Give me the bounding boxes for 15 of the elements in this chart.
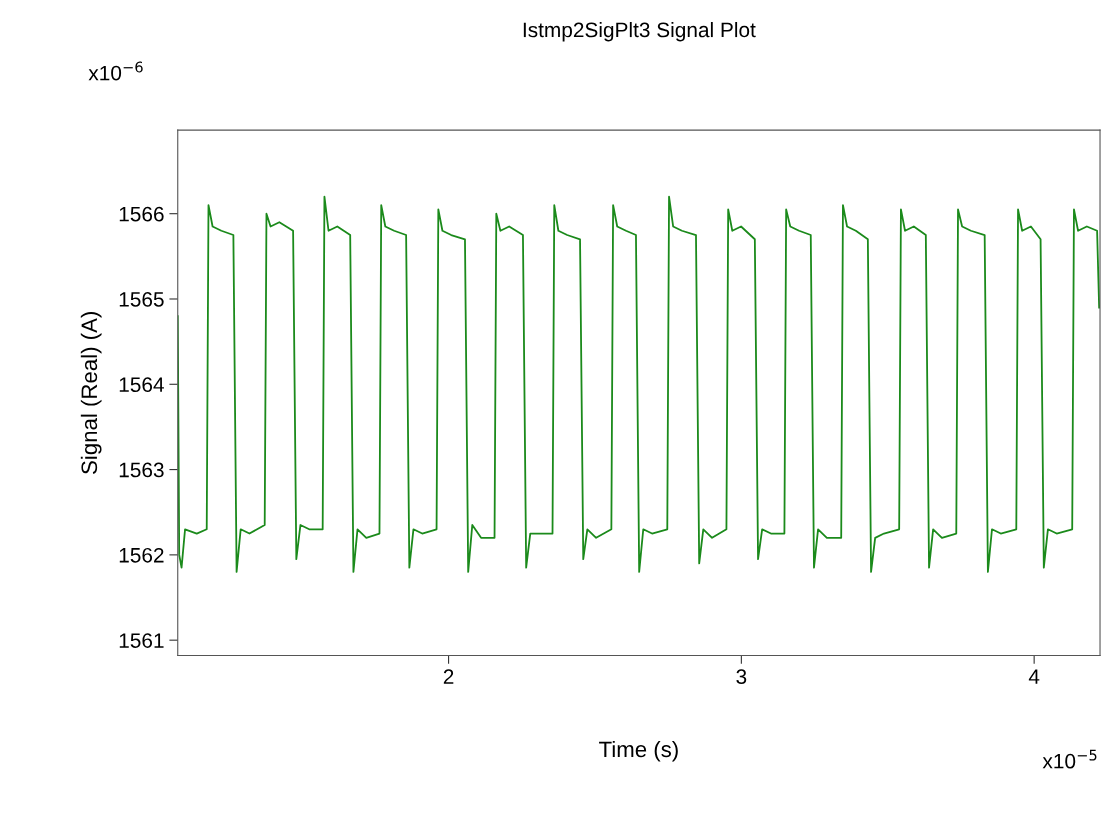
- y-tick-label: 1565: [119, 291, 164, 307]
- x-axis-title: Time (s): [599, 740, 678, 762]
- y-tick-label: 1562: [119, 547, 164, 563]
- line-series: [177, 195, 1101, 573]
- y-axis-title: Signal (Real) (A): [80, 312, 102, 474]
- y-tick-label: 1561: [119, 633, 164, 648]
- y-tick-label: 1564: [119, 377, 164, 393]
- text: x10$^{−6}$: [88, 61, 143, 81]
- x-tick-label: 2: [443, 669, 454, 684]
- x-tick-label: 3: [736, 669, 747, 685]
- x-tick-label: 4: [1028, 669, 1040, 684]
- text: x10$^{−5}$: [1042, 749, 1097, 769]
- y-tick-label: 1566: [119, 206, 164, 222]
- chart-title: Istmp2SigPlt3 Signal Plot: [523, 21, 756, 42]
- y-tick-label: 1563: [119, 462, 164, 478]
